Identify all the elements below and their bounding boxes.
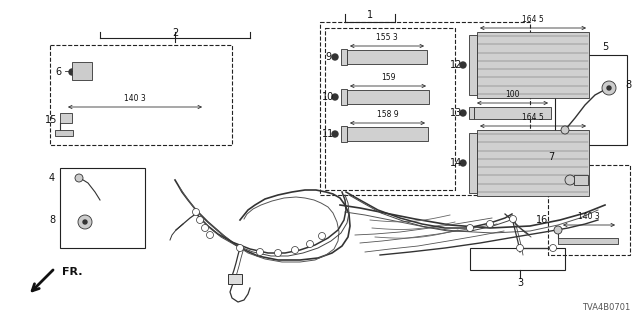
Text: 159: 159 [381, 73, 396, 82]
Bar [341, 89, 347, 105]
Bar [558, 238, 618, 244]
Circle shape [75, 174, 83, 182]
Bar [55, 130, 73, 136]
Bar [72, 62, 92, 80]
Circle shape [607, 86, 611, 90]
Circle shape [332, 54, 338, 60]
Circle shape [332, 131, 338, 137]
Circle shape [460, 110, 466, 116]
Bar [341, 126, 347, 142]
Circle shape [196, 217, 204, 223]
Bar [341, 49, 347, 65]
Circle shape [202, 225, 209, 231]
Text: 140 3: 140 3 [578, 212, 600, 221]
Circle shape [561, 126, 569, 134]
Text: 7: 7 [548, 152, 554, 162]
Bar [60, 168, 145, 248]
Text: 13: 13 [450, 108, 462, 118]
Text: 1: 1 [367, 10, 373, 20]
Circle shape [193, 209, 200, 215]
Text: 15: 15 [45, 115, 57, 125]
Bar [474, 107, 551, 119]
Bar [477, 32, 589, 98]
Text: 140 3: 140 3 [124, 94, 146, 103]
Bar [469, 107, 474, 119]
Bar [320, 22, 530, 195]
Bar [477, 130, 589, 196]
Circle shape [307, 241, 314, 247]
Circle shape [78, 215, 92, 229]
Text: 6: 6 [56, 67, 62, 77]
Text: 2: 2 [172, 28, 178, 38]
Text: TVA4B0701: TVA4B0701 [582, 303, 630, 312]
Text: 9: 9 [325, 52, 331, 62]
Circle shape [319, 233, 326, 239]
Bar [325, 28, 455, 190]
Bar [548, 165, 630, 255]
Bar [347, 127, 428, 141]
Bar [347, 50, 427, 64]
Circle shape [207, 231, 214, 238]
Bar [50, 45, 232, 145]
Circle shape [257, 249, 264, 255]
Text: 4: 4 [49, 173, 55, 183]
Circle shape [602, 81, 616, 95]
Bar [60, 113, 72, 123]
Text: 11: 11 [322, 129, 334, 139]
Text: 155 3: 155 3 [376, 33, 398, 42]
Text: 12: 12 [450, 60, 462, 70]
Circle shape [332, 94, 338, 100]
Circle shape [509, 215, 516, 222]
Circle shape [486, 220, 493, 228]
Text: 100: 100 [505, 90, 520, 99]
Text: 16: 16 [536, 215, 548, 225]
Circle shape [550, 244, 557, 252]
Circle shape [237, 244, 243, 252]
Bar [555, 55, 627, 145]
Bar [228, 274, 242, 284]
Bar [469, 35, 477, 95]
Bar [347, 90, 429, 104]
Bar [469, 133, 477, 193]
Text: 8: 8 [49, 215, 55, 225]
Text: 158 9: 158 9 [377, 110, 398, 119]
Text: 164 5: 164 5 [522, 113, 544, 122]
Text: 10: 10 [322, 92, 334, 102]
Circle shape [291, 246, 298, 253]
Circle shape [516, 244, 524, 252]
Text: 164 5: 164 5 [522, 15, 544, 24]
Circle shape [565, 175, 575, 185]
Circle shape [83, 220, 87, 224]
Circle shape [554, 226, 562, 234]
Bar [470, 248, 565, 270]
Text: 5: 5 [602, 42, 608, 52]
Circle shape [275, 250, 282, 257]
Bar [574, 175, 588, 185]
Text: FR.: FR. [62, 267, 83, 277]
Circle shape [460, 62, 466, 68]
Circle shape [460, 160, 466, 166]
Text: 3: 3 [517, 278, 523, 288]
Circle shape [69, 69, 75, 75]
Text: 8: 8 [625, 80, 631, 90]
Circle shape [467, 225, 474, 231]
Text: 14: 14 [450, 158, 462, 168]
